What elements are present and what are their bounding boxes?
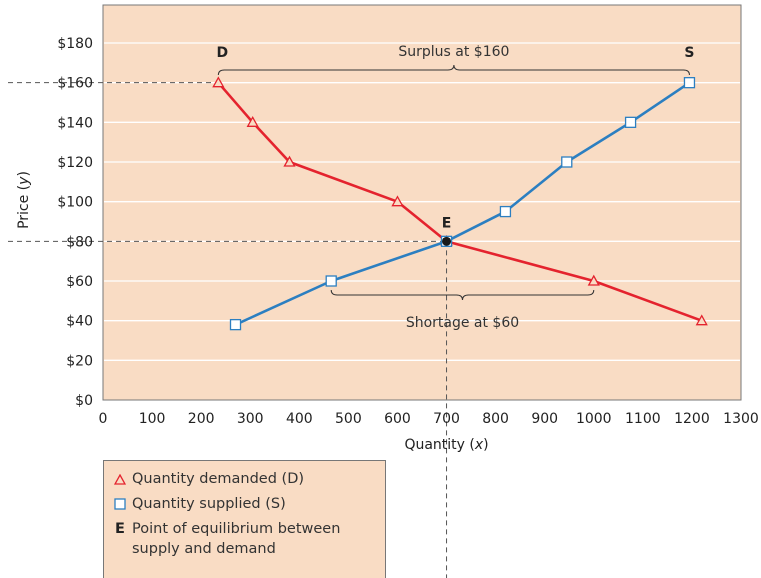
shortage-brace xyxy=(330,289,595,301)
x-tick-label: 1300 xyxy=(723,411,759,427)
legend-equilibrium-line-1: Point of equilibrium between xyxy=(132,521,341,537)
legend-item-supplied: Quantity supplied (S) xyxy=(112,494,377,514)
supply-point xyxy=(325,275,337,287)
supply-point xyxy=(624,116,637,128)
x-tick-label: 1100 xyxy=(625,411,661,427)
series-markers: D S E xyxy=(212,45,708,331)
y-tick-label: $140 xyxy=(57,115,93,131)
x-tick-label: 800 xyxy=(482,411,509,427)
plot-area xyxy=(102,4,742,401)
x-tick-label: 0 xyxy=(99,411,108,427)
y-tick-label: $180 xyxy=(57,36,93,52)
demand-curve-label: D xyxy=(217,45,229,61)
legend-item-equilibrium: E Point of equilibrium between supply an… xyxy=(112,519,377,559)
x-tick-label: 400 xyxy=(286,411,313,427)
legend-label-demanded: Quantity demanded (D) xyxy=(132,471,305,487)
equilibrium-point xyxy=(442,236,452,246)
supply-point xyxy=(683,77,696,89)
demand-point xyxy=(695,314,708,326)
y-tick-label: $120 xyxy=(57,155,93,171)
legend-equilibrium-line-2: supply and demand xyxy=(132,541,276,557)
x-tick-label: 1000 xyxy=(576,411,612,427)
supply-point xyxy=(561,156,573,168)
x-tick-label: 200 xyxy=(188,411,215,427)
demand-point xyxy=(587,274,600,286)
legend-label-equilibrium: Point of equilibrium between supply and … xyxy=(132,519,340,559)
shortage-label: Shortage at $60 xyxy=(406,315,519,331)
demand-point xyxy=(246,115,259,127)
equilibrium-label: E xyxy=(442,215,452,231)
equilibrium-key: E xyxy=(115,521,125,537)
x-tick-label: 700 xyxy=(433,411,460,427)
y-tick-label: $20 xyxy=(66,353,93,369)
supply-point xyxy=(229,318,242,331)
y-tick-label: $80 xyxy=(66,234,93,250)
legend-label-supplied: Quantity supplied (S) xyxy=(132,496,286,512)
y-tick-label: $60 xyxy=(66,274,93,290)
x-tick-label: 600 xyxy=(384,411,411,427)
y-tick-label: $160 xyxy=(57,76,93,92)
y-tick-label: $0 xyxy=(75,393,93,409)
legend: Quantity demanded (D) Quantity supplied … xyxy=(103,460,386,578)
triangle-icon xyxy=(112,469,128,489)
x-tick-label: 900 xyxy=(531,411,558,427)
y-tick-label: $40 xyxy=(66,314,93,330)
surplus-brace xyxy=(217,64,690,76)
x-tick-label: 500 xyxy=(335,411,362,427)
x-tick-label: 1200 xyxy=(674,411,710,427)
y-axis-label: Price (y) xyxy=(16,171,32,229)
annotations: Surplus at $160 Shortage at $60 xyxy=(217,44,690,331)
supply-point xyxy=(499,205,512,218)
x-axis-label: Quantity (x) xyxy=(404,437,488,453)
square-icon xyxy=(112,494,128,514)
y-tick-label: $100 xyxy=(57,195,93,211)
x-tick-label: 100 xyxy=(139,411,166,427)
supply-curve-label: S xyxy=(684,45,694,61)
reference-lines xyxy=(8,82,448,578)
surplus-label: Surplus at $160 xyxy=(398,44,509,60)
demand-point xyxy=(283,155,296,167)
demand-point xyxy=(212,76,225,88)
x-tick-label: 300 xyxy=(237,411,264,427)
demand-point xyxy=(391,195,404,207)
legend-item-demanded: Quantity demanded (D) xyxy=(112,469,377,489)
axis-ticks: $0 $20 $40 $60 $80 $100 $120 $140 $160 $180 0 100 20… xyxy=(57,36,758,427)
